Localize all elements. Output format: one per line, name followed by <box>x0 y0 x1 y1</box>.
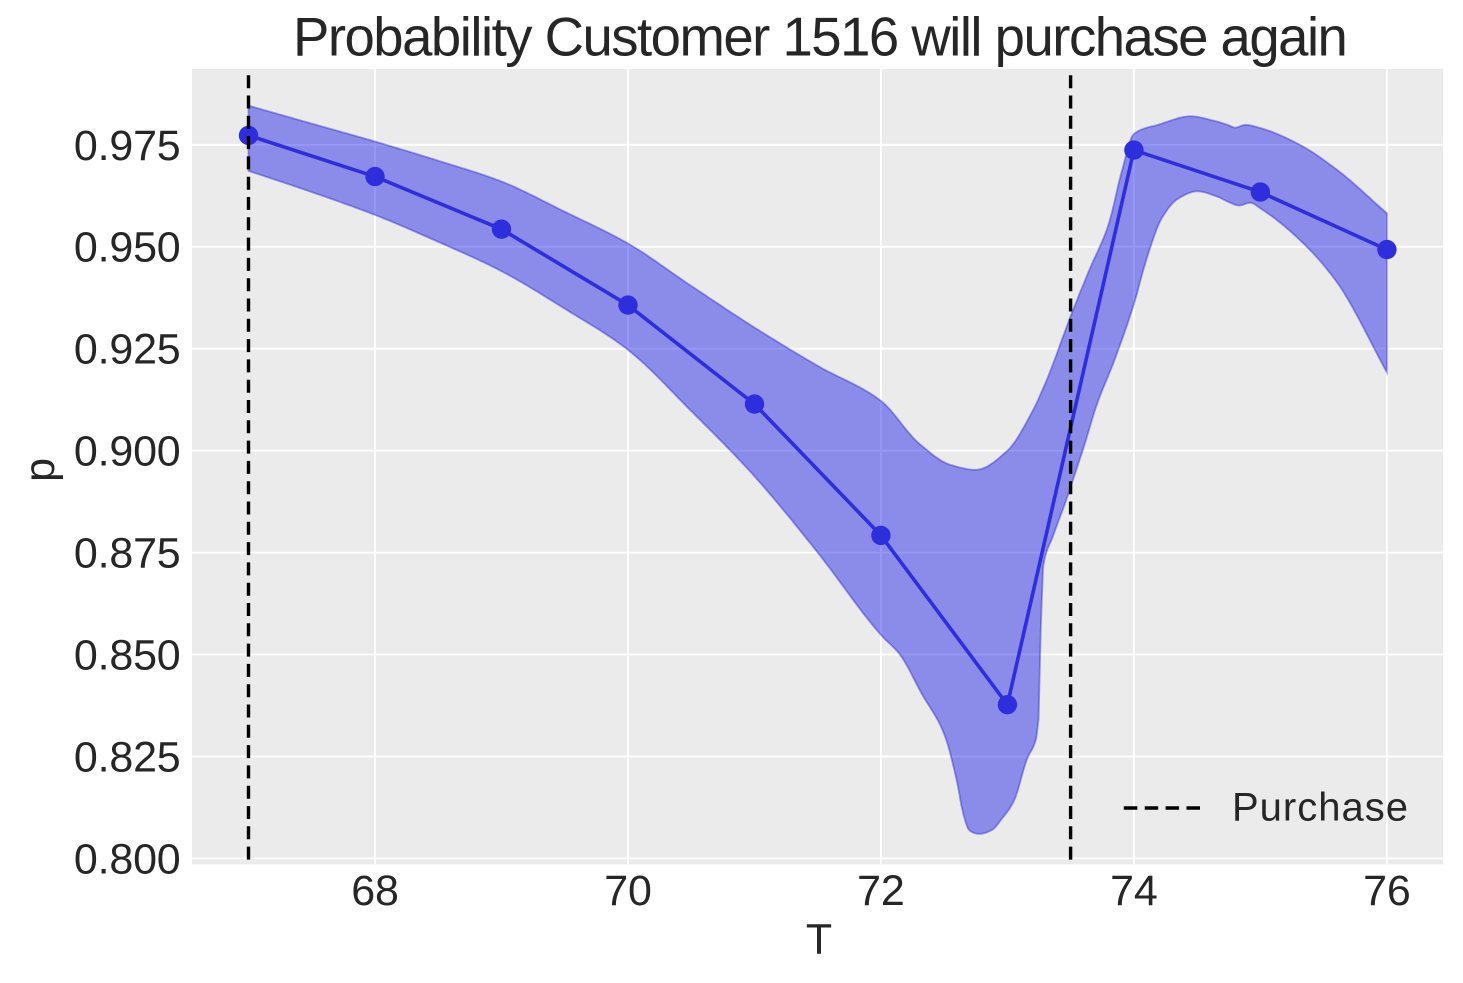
svg-text:74: 74 <box>1110 867 1157 915</box>
svg-text:Probability Customer 1516 will: Probability Customer 1516 will purchase … <box>293 6 1346 67</box>
svg-text:0.800: 0.800 <box>74 835 181 883</box>
svg-text:0.850: 0.850 <box>74 632 181 680</box>
svg-text:0.950: 0.950 <box>74 224 181 272</box>
svg-text:0.925: 0.925 <box>74 326 181 374</box>
svg-text:0.825: 0.825 <box>74 734 181 782</box>
svg-text:p: p <box>16 458 64 482</box>
svg-text:68: 68 <box>351 867 398 915</box>
svg-text:76: 76 <box>1363 867 1410 915</box>
svg-text:Purchase: Purchase <box>1232 785 1409 829</box>
svg-text:0.975: 0.975 <box>74 122 181 170</box>
svg-text:70: 70 <box>604 867 651 915</box>
svg-text:0.900: 0.900 <box>74 428 181 476</box>
svg-text:T: T <box>806 915 832 963</box>
svg-text:72: 72 <box>857 867 904 915</box>
svg-text:0.875: 0.875 <box>74 530 181 578</box>
